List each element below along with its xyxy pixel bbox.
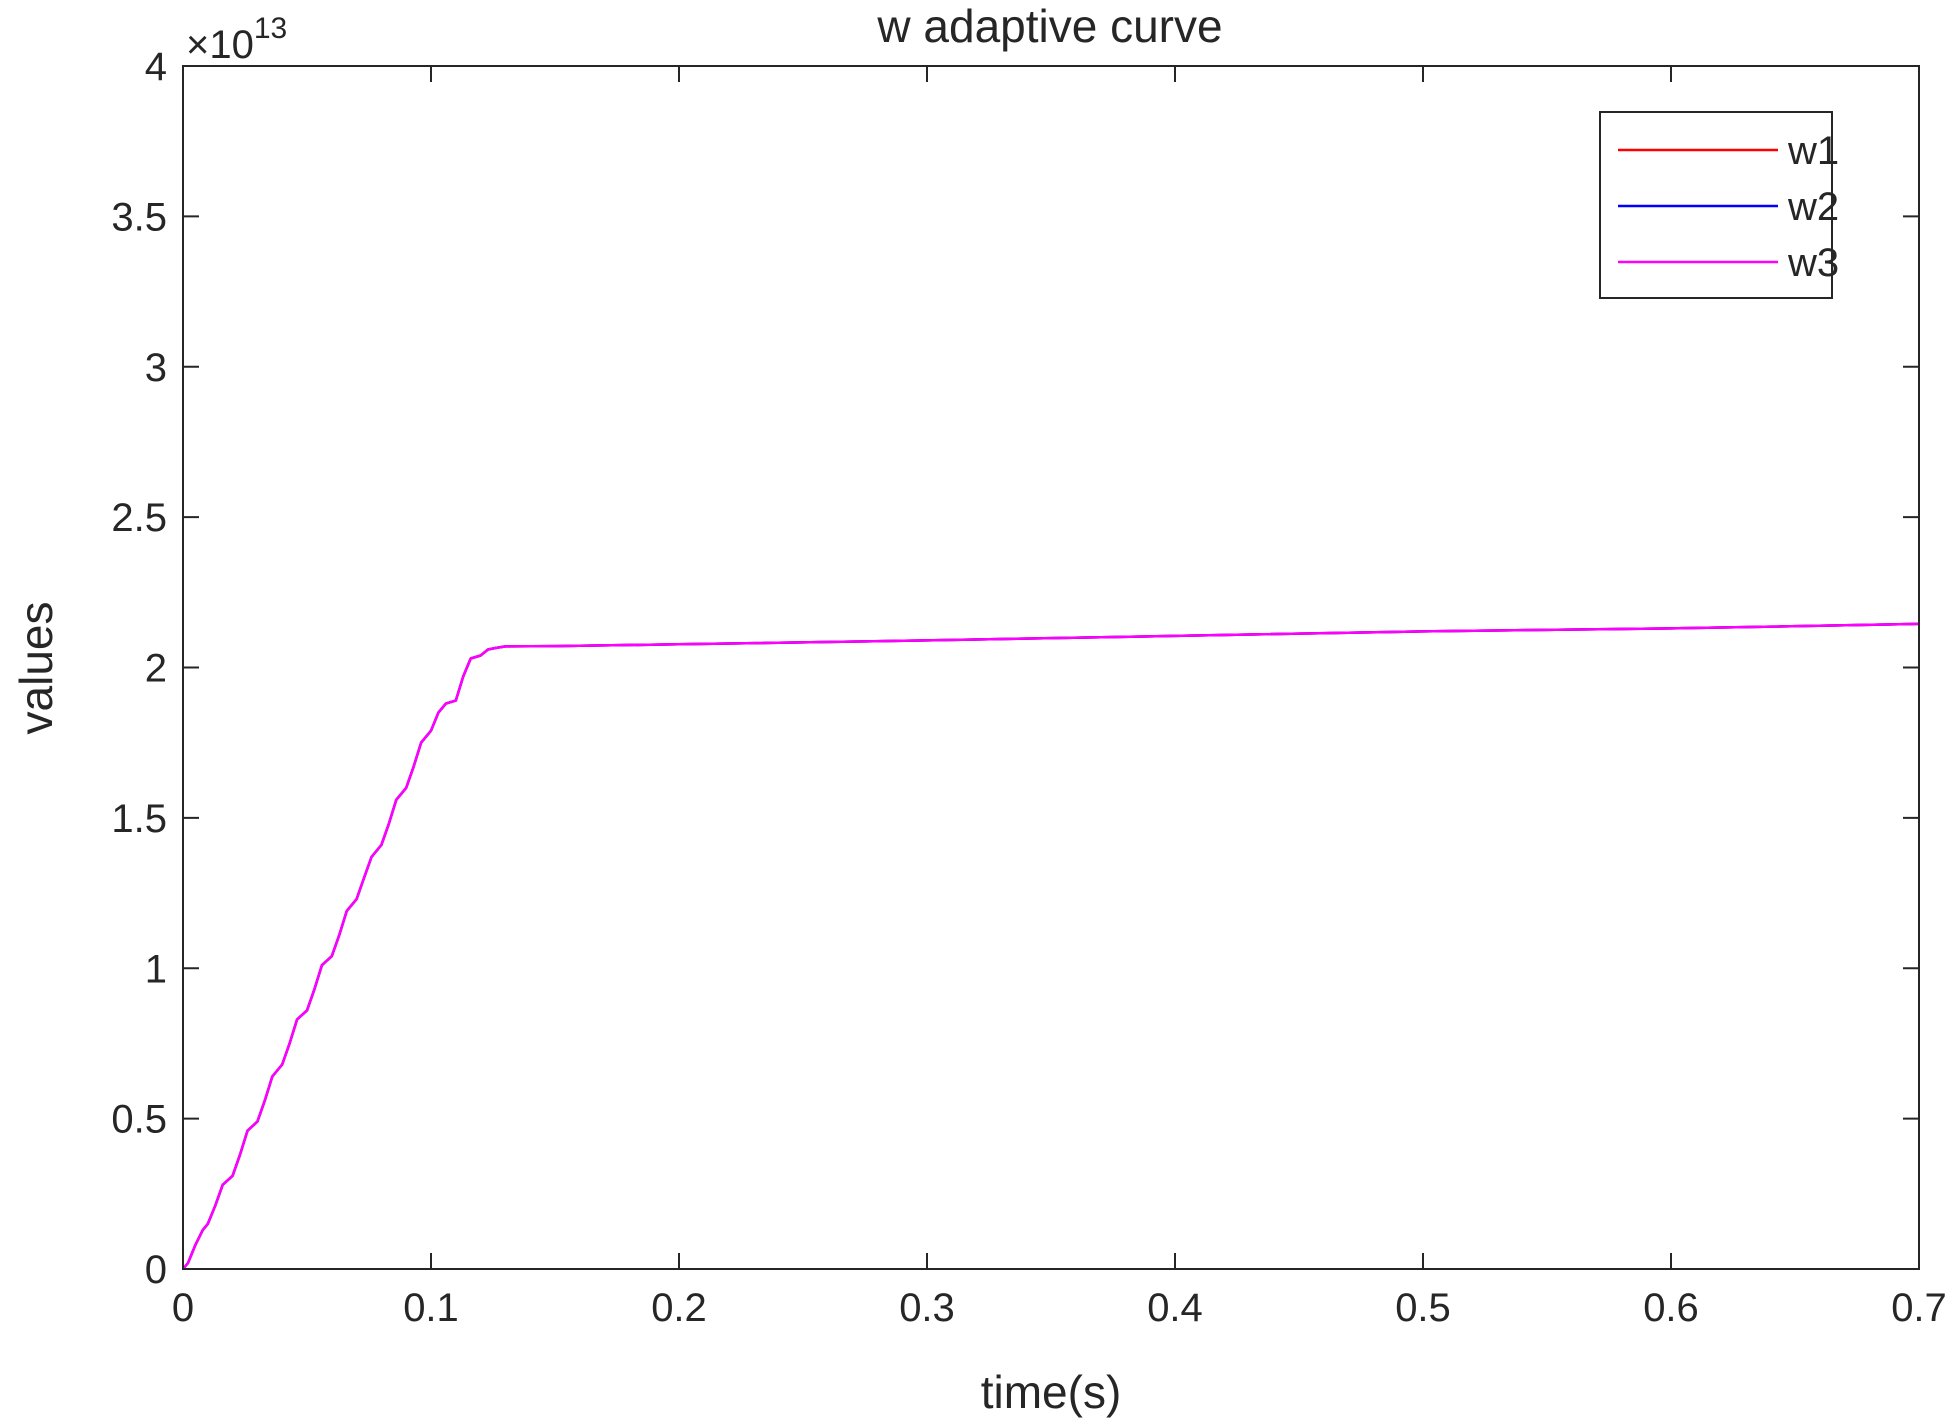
svg-text:×1013: ×1013 (186, 12, 287, 67)
x-tick-label: 0.3 (899, 1286, 955, 1330)
x-axis-label: time(s) (981, 1366, 1122, 1418)
y-tick-label: 1 (145, 947, 167, 991)
y-tick-label: 3 (145, 346, 167, 390)
y-tick-label: 0.5 (111, 1098, 167, 1142)
x-tick-label: 0.4 (1147, 1286, 1203, 1330)
series-line-w3 (182, 622, 1920, 1270)
legend: w1 w2 w3 (1599, 111, 1839, 299)
axes-box (182, 65, 1920, 1270)
y-tick-label: 1.5 (111, 797, 167, 841)
y-tick-label: 2 (145, 647, 167, 691)
y-axis-ticks: 0 0.5 1 1.5 2 2.5 3 3.5 4 (111, 45, 1919, 1292)
legend-label-w1: w1 (1787, 129, 1839, 173)
x-tick-label: 0 (172, 1286, 194, 1330)
x-axis-ticks: 0 0.1 0.2 0.3 0.4 0.5 0.6 0.7 (172, 66, 1947, 1330)
series-layer (182, 622, 1920, 1270)
y-tick-label: 3.5 (111, 195, 167, 239)
y-axis-label: values (10, 602, 62, 735)
x-tick-label: 0.7 (1891, 1286, 1947, 1330)
y-exponent-base: ×10 (186, 23, 254, 67)
y-tick-label: 2.5 (111, 496, 167, 540)
x-tick-label: 0.1 (403, 1286, 459, 1330)
x-tick-label: 0.5 (1395, 1286, 1451, 1330)
x-tick-label: 0.2 (651, 1286, 707, 1330)
legend-label-w2: w2 (1787, 185, 1839, 229)
y-exponent-power: 13 (254, 12, 287, 45)
chart-title: w adaptive curve (876, 0, 1222, 52)
y-tick-label: 4 (145, 45, 167, 89)
y-tick-label: 0 (145, 1248, 167, 1292)
legend-label-w3: w3 (1787, 241, 1839, 285)
y-exponent-label: ×1013 (186, 12, 287, 67)
legend-entries: w1 w2 w3 (1618, 129, 1839, 285)
x-tick-label: 0.6 (1643, 1286, 1699, 1330)
